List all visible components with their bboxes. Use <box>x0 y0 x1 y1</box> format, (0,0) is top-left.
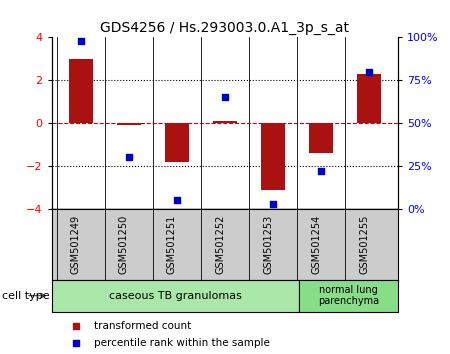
Point <box>366 69 373 74</box>
Point <box>270 201 277 206</box>
Point <box>318 168 325 174</box>
Text: transformed count: transformed count <box>94 321 191 331</box>
Text: GSM501255: GSM501255 <box>360 215 369 274</box>
Bar <box>309 123 333 153</box>
Text: GSM501250: GSM501250 <box>119 215 129 274</box>
Bar <box>213 121 237 123</box>
Bar <box>357 74 382 123</box>
Text: GSM501253: GSM501253 <box>263 215 273 274</box>
Text: GSM501249: GSM501249 <box>71 215 81 274</box>
Bar <box>261 123 285 189</box>
Text: GSM501251: GSM501251 <box>167 215 177 274</box>
Text: GSM501252: GSM501252 <box>215 215 225 274</box>
Bar <box>117 123 141 125</box>
Point <box>125 154 132 160</box>
Bar <box>165 123 189 162</box>
Point <box>173 198 180 203</box>
Text: cell type: cell type <box>2 291 50 301</box>
Text: caseous TB granulomas: caseous TB granulomas <box>109 291 242 301</box>
Text: GSM501254: GSM501254 <box>311 215 321 274</box>
Text: normal lung
parenchyma: normal lung parenchyma <box>318 285 379 307</box>
Bar <box>68 59 93 123</box>
Point <box>221 95 229 100</box>
FancyBboxPatch shape <box>299 280 398 312</box>
Point <box>77 38 84 44</box>
FancyBboxPatch shape <box>52 280 299 312</box>
Title: GDS4256 / Hs.293003.0.A1_3p_s_at: GDS4256 / Hs.293003.0.A1_3p_s_at <box>100 21 350 35</box>
Text: percentile rank within the sample: percentile rank within the sample <box>94 338 270 348</box>
